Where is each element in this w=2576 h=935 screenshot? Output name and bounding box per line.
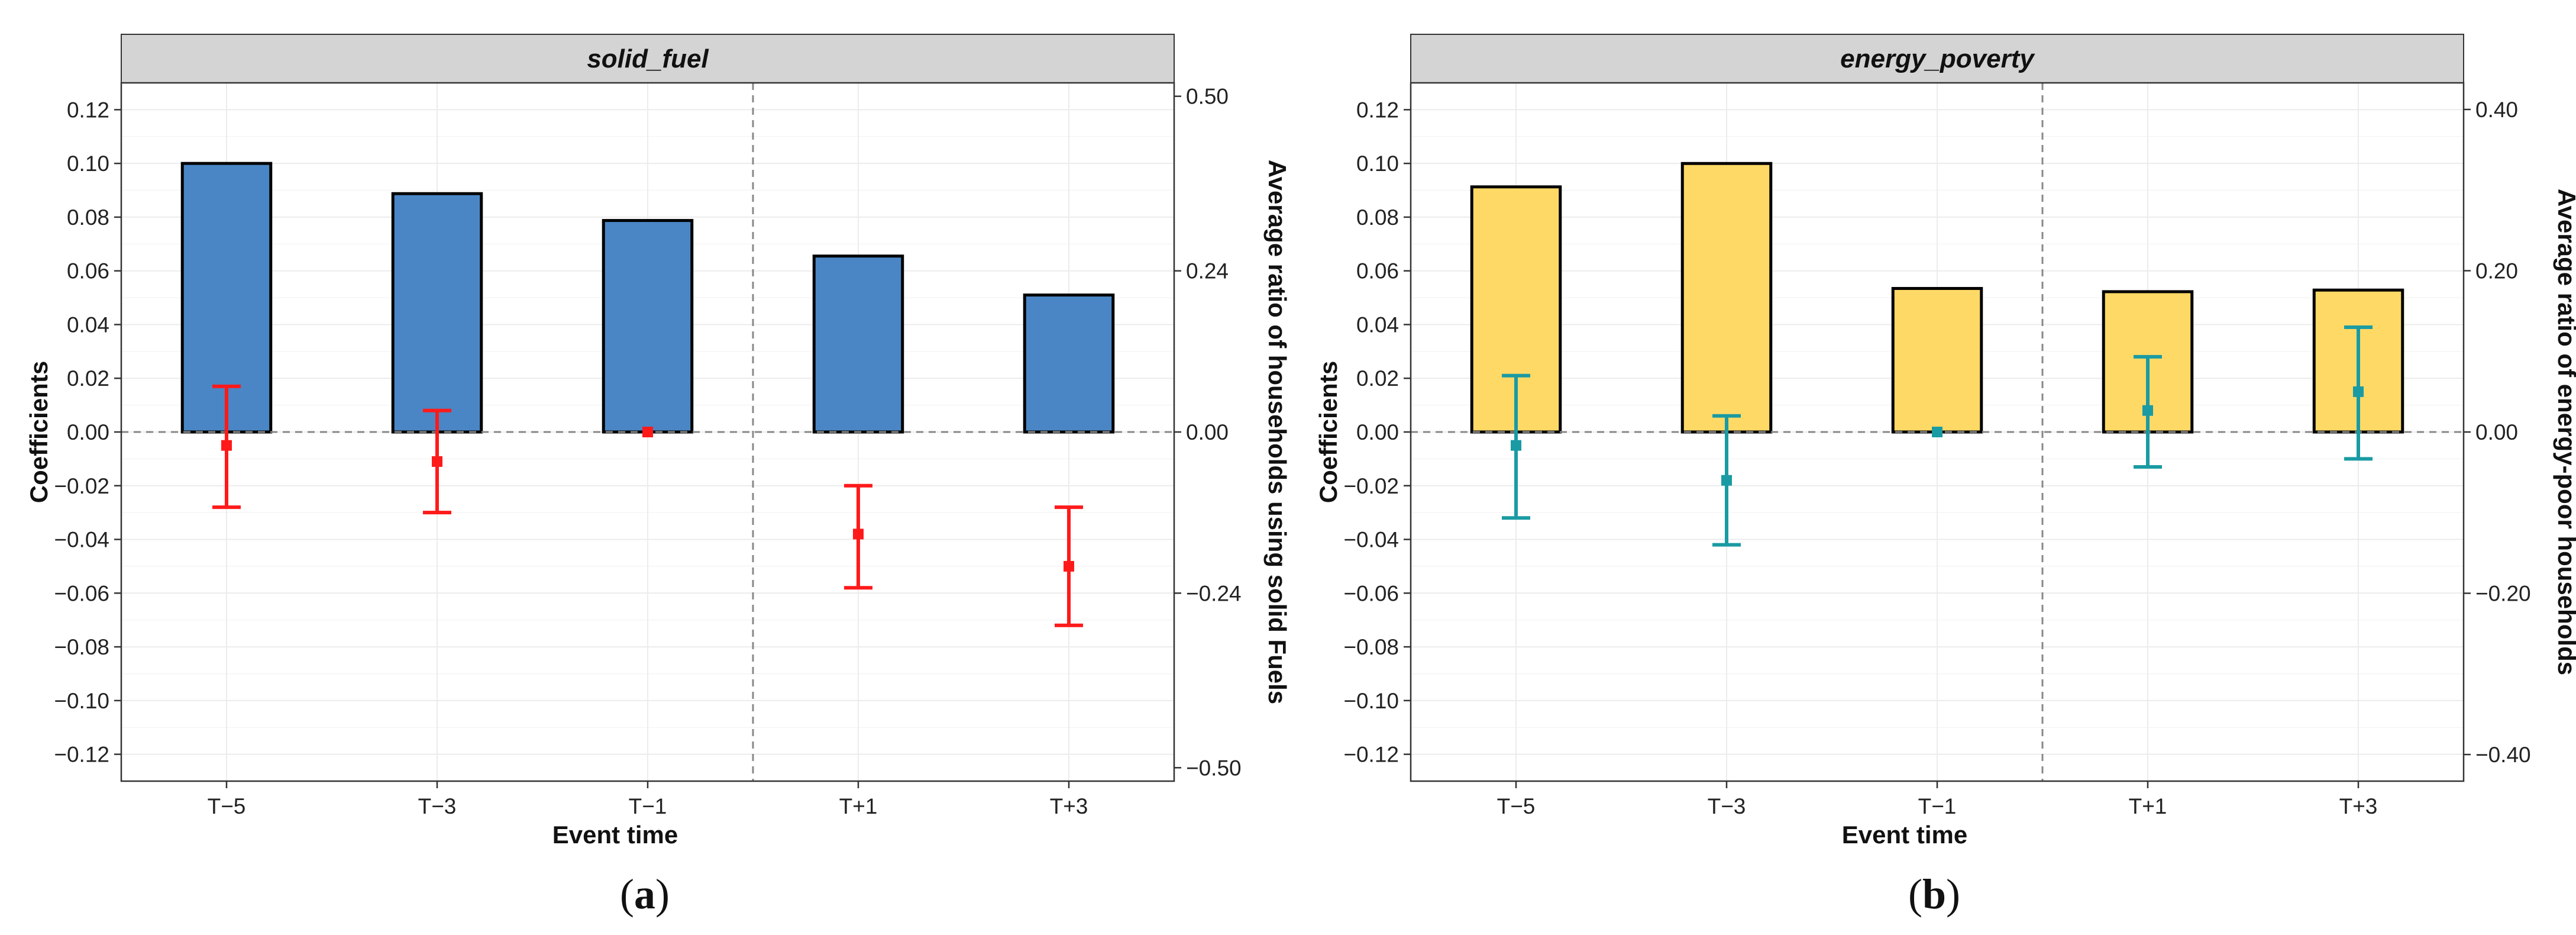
panels: solid_fuel −0.12 −0.10 −0.08 −0.06 −0.04 −0.02… — [25, 34, 2576, 918]
y-right-tick-label: 0.00 — [2475, 420, 2518, 444]
y-axis-right: −0.50 −0.24 0.00 0.24 0.50 — [1174, 85, 1242, 780]
x-tick-label: T+3 — [2339, 794, 2378, 818]
x-axis: T−5 T−3 T−1 T+1 T+3 — [1497, 781, 2378, 818]
y-tick-label: −0.12 — [54, 743, 109, 767]
x-tick-label: T−3 — [1708, 794, 1746, 818]
x-tick-label: T−5 — [208, 794, 246, 818]
point-T−3 — [432, 456, 442, 467]
x-axis: T−5 T−3 T−1 T+1 T+3 — [208, 781, 1088, 818]
y-tick-label: 0.04 — [1356, 312, 1399, 337]
y-axis-title: Coefficients — [25, 361, 53, 503]
bar-T−1 — [1891, 286, 1983, 434]
y-tick-label: −0.02 — [54, 474, 109, 498]
y-tick-label: 0.10 — [67, 151, 109, 176]
point-T+1 — [2142, 405, 2153, 416]
panel-caption: (a) — [620, 870, 670, 918]
y-tick-label: 0.08 — [1356, 205, 1399, 230]
caption-letter: b — [1922, 870, 1946, 918]
y-tick-label: −0.10 — [54, 689, 109, 713]
chart-panel-2: energy_poverty−0.12−0.10−0.08−0.06−0.04−… — [1314, 34, 2576, 918]
y-axis-title: Coefficients — [1314, 361, 1342, 503]
y-tick-label: −0.12 — [1343, 743, 1399, 767]
y-tick-label: −0.10 — [1343, 689, 1399, 713]
bar-T+1 — [812, 254, 904, 434]
y-right-axis-title: Average ratio of energy-poor households — [2553, 189, 2576, 675]
point-T−1 — [1932, 427, 1942, 437]
caption-close-paren: ) — [1946, 870, 1960, 918]
y-tick-label: 0.12 — [67, 98, 109, 122]
y-axis-left: −0.12 −0.10 −0.08 −0.06 −0.04 −0.02 0.00 0.02 0.… — [54, 98, 121, 767]
y-right-tick-label: −0.20 — [2475, 582, 2531, 606]
y-axis-left: −0.12 −0.10 −0.08 −0.06 −0.04 −0.02 0.00 0.02 0.… — [1343, 98, 1411, 767]
bar-T−1 — [602, 219, 694, 434]
y-right-tick-label: −0.24 — [1186, 581, 1242, 605]
bar-T−3 — [391, 192, 483, 434]
point-T−1 — [642, 427, 653, 437]
x-tick-label: T−1 — [629, 794, 667, 818]
y-tick-label: −0.06 — [1343, 581, 1399, 605]
panel-title: energy_poverty — [1840, 44, 2035, 73]
y-tick-label: −0.04 — [1343, 528, 1399, 552]
bar-T+3 — [1023, 294, 1115, 434]
y-right-tick-label: 0.00 — [1186, 420, 1229, 444]
caption-open-paren: ( — [1908, 870, 1922, 918]
caption-letter: a — [634, 870, 655, 918]
y-right-tick-label: −0.40 — [2475, 743, 2531, 767]
x-axis-title: Event time — [552, 821, 678, 849]
y-tick-label: 0.00 — [1356, 420, 1399, 444]
x-tick-label: T+1 — [2129, 794, 2167, 818]
panel-caption: (b) — [1908, 870, 1960, 918]
panel-title: solid_fuel — [587, 44, 709, 73]
y-tick-label: −0.04 — [54, 528, 109, 552]
y-tick-label: −0.08 — [54, 635, 109, 659]
point-T−5 — [221, 440, 232, 451]
x-tick-label: T+3 — [1050, 794, 1088, 818]
point-estimate-series — [1502, 325, 2373, 547]
facet-strip — [121, 34, 1175, 83]
y-tick-label: 0.04 — [67, 312, 109, 337]
y-tick-label: −0.02 — [1343, 474, 1399, 498]
y-tick-label: 0.00 — [67, 420, 109, 444]
y-axis-right: −0.40 −0.20 0.00 0.20 0.40 — [2464, 98, 2531, 767]
x-tick-label: T+1 — [839, 794, 878, 818]
y-tick-label: 0.02 — [67, 366, 109, 391]
y-right-axis-title: Average ratio of households using solid … — [1263, 160, 1291, 704]
bar-T−3 — [1680, 162, 1773, 434]
caption-close-paren: ) — [655, 870, 670, 918]
x-axis-title: Event time — [1842, 821, 1967, 849]
y-right-tick-label: 0.24 — [1186, 259, 1229, 283]
y-right-tick-label: −0.50 — [1186, 756, 1242, 780]
y-tick-label: 0.06 — [67, 259, 109, 283]
x-tick-label: T−5 — [1497, 794, 1536, 818]
x-tick-label: T−1 — [1918, 794, 1957, 818]
y-tick-label: 0.06 — [1356, 259, 1399, 283]
point-T+3 — [1064, 560, 1074, 572]
x-tick-label: T−3 — [418, 794, 457, 818]
y-right-tick-label: 0.40 — [2475, 98, 2518, 122]
bar-series — [1470, 162, 2404, 434]
caption-open-paren: ( — [620, 870, 634, 918]
y-tick-label: −0.08 — [1343, 635, 1399, 659]
y-tick-label: 0.08 — [67, 205, 109, 230]
y-tick-label: 0.12 — [1356, 98, 1399, 122]
y-right-tick-label: 0.50 — [1186, 85, 1229, 109]
y-right-tick-label: 0.20 — [2475, 259, 2518, 283]
point-estimate-series — [212, 384, 1083, 627]
y-tick-label: −0.06 — [54, 581, 109, 605]
point-T+1 — [853, 528, 864, 540]
chart-panel-1: solid_fuel −0.12 −0.10 −0.08 −0.06 −0.04 −0.02… — [25, 34, 1291, 918]
y-tick-label: 0.02 — [1356, 366, 1399, 391]
point-T+3 — [2353, 386, 2364, 397]
y-tick-label: 0.10 — [1356, 151, 1399, 176]
point-T−3 — [1721, 475, 1732, 486]
point-T−5 — [1511, 440, 1521, 451]
